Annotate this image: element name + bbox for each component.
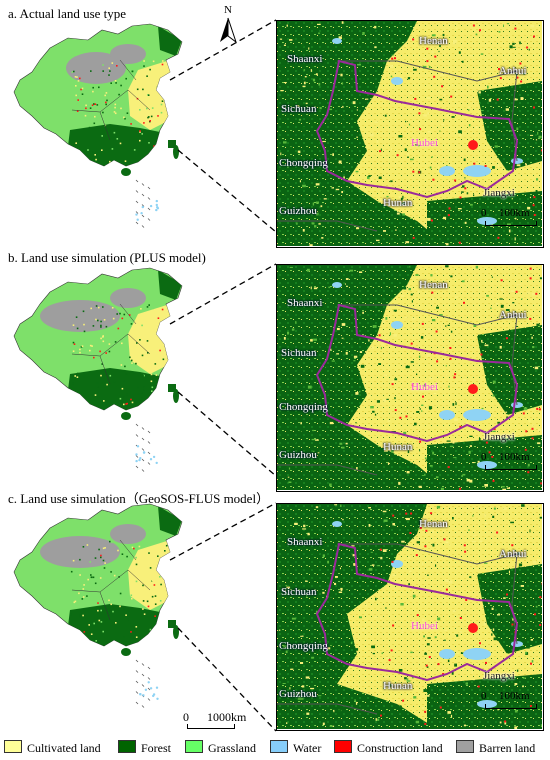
inset-label-chongqing: Chongqing [279,401,328,413]
panel-title-a: a. Actual land use type [8,6,127,21]
main-scale-distance: 1000km [207,710,247,724]
legend-swatch [4,740,22,753]
legend-swatch [456,740,474,753]
inset-map-b: Shaanxi Henan Anhui Sichuan Hubei Chongqing Gu… [276,264,544,492]
legend-item-construction: Construction land [334,740,443,756]
inset-label-shaanxi: Shaanxi [287,536,323,548]
legend-swatch [185,740,203,753]
legend-item-cultivated: Cultivated land [4,740,101,756]
china-map-b [10,264,185,474]
china-map-a [10,20,185,230]
inset-label-jiangxi: Jiangxi [483,431,515,443]
legend-item-barren: Barren land [456,740,535,756]
inset-scale-bar: 0 100km [481,451,543,475]
inset-label-hubei: Hubei [411,381,438,393]
legend-item-forest: Forest [118,740,171,756]
inset-label-guizhou: Guizhou [279,449,317,461]
inset-map-a: Shaanxi Henan Anhui Sichuan Hubei Chongqing Gu… [276,20,544,248]
inset-label-shaanxi: Shaanxi [287,53,323,65]
main-scale-zero: 0 [183,710,189,724]
china-map-c [10,500,185,710]
inset-label-anhui: Anhui [499,65,527,77]
main-scale-bar: 0 1000km [183,710,263,729]
inset-label-sichuan: Sichuan [281,347,317,359]
inset-label-anhui: Anhui [499,548,527,560]
legend-item-grassland: Grassland [185,740,256,756]
inset-label-sichuan: Sichuan [281,586,317,598]
inset-label-henan-top: Henan [419,518,448,530]
legend-swatch [334,740,352,753]
panel-title-b: b. Land use simulation (PLUS model) [8,250,206,265]
legend-item-water: Water [270,740,321,756]
inset-label-hubei: Hubei [411,137,438,149]
inset-scale-bar: 0 100km [481,690,543,714]
inset-label-henan-top: Henan [419,279,448,291]
inset-label-shaanxi: Shaanxi [287,297,323,309]
legend: Cultivated land Forest Grassland Water C… [0,738,550,758]
inset-label-guizhou: Guizhou [279,688,317,700]
inset-label-sichuan: Sichuan [281,103,317,115]
north-arrow-icon: N [216,4,240,46]
inset-map-c: Shaanxi Henan Anhui Sichuan Hubei Chongqing Gu… [276,503,544,731]
inset-label-anhui: Anhui [499,309,527,321]
inset-label-guizhou: Guizhou [279,205,317,217]
inset-label-chongqing: Chongqing [279,640,328,652]
inset-label-hunan: Hunan [383,197,413,209]
inset-label-jiangxi: Jiangxi [483,187,515,199]
inset-label-jiangxi: Jiangxi [483,670,515,682]
inset-scale-bar: 0 100km [481,207,543,231]
inset-label-henan-top: Henan [419,35,448,47]
inset-label-hunan: Hunan [383,441,413,453]
inset-label-chongqing: Chongqing [279,157,328,169]
inset-label-hubei: Hubei [411,620,438,632]
legend-swatch [118,740,136,753]
north-label: N [224,4,232,16]
inset-label-hunan: Hunan [383,680,413,692]
legend-swatch [270,740,288,753]
panel-title-c: c. Land use simulation（GeoSOS-FLUS model… [8,491,270,506]
